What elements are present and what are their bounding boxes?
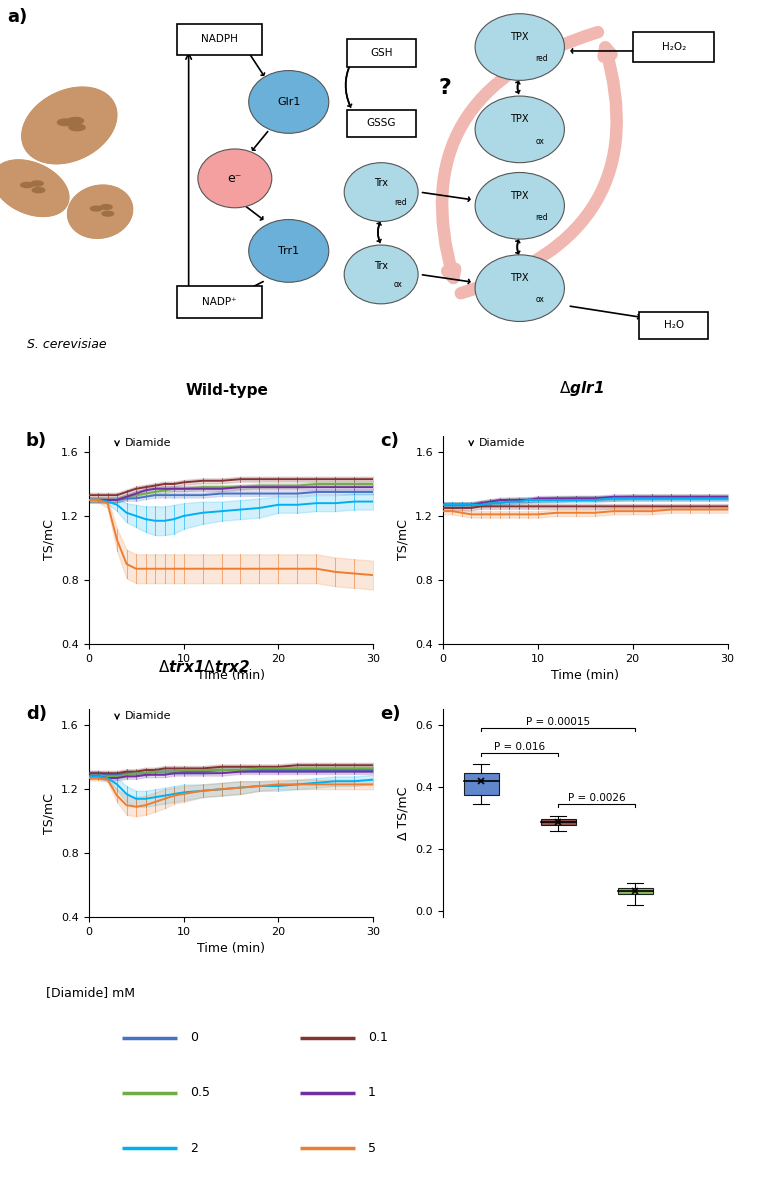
- Polygon shape: [21, 183, 33, 188]
- Text: TPX: TPX: [511, 273, 529, 283]
- FancyBboxPatch shape: [346, 39, 416, 67]
- Text: $\Delta$glr1: $\Delta$glr1: [559, 379, 604, 398]
- Text: red: red: [394, 198, 407, 207]
- Y-axis label: TS/mC: TS/mC: [42, 519, 55, 561]
- Text: Diamide: Diamide: [125, 438, 171, 448]
- Polygon shape: [22, 87, 117, 164]
- Text: $\Delta$trx1$\Delta$trx2: $\Delta$trx1$\Delta$trx2: [158, 659, 250, 675]
- Ellipse shape: [475, 96, 564, 163]
- Text: P = 0.016: P = 0.016: [494, 741, 545, 752]
- FancyBboxPatch shape: [639, 311, 708, 339]
- Text: NADPH: NADPH: [201, 34, 238, 44]
- X-axis label: Time (min): Time (min): [197, 669, 265, 682]
- X-axis label: Time (min): Time (min): [551, 669, 619, 682]
- Polygon shape: [32, 188, 45, 192]
- Polygon shape: [69, 124, 85, 131]
- FancyBboxPatch shape: [346, 109, 416, 137]
- Bar: [541, 820, 575, 824]
- Text: d): d): [26, 704, 47, 723]
- Bar: [464, 773, 499, 795]
- Text: P = 0.00015: P = 0.00015: [526, 716, 591, 727]
- Text: 0.1: 0.1: [368, 1031, 388, 1044]
- Text: Trx: Trx: [374, 260, 388, 271]
- Text: GSH: GSH: [370, 48, 393, 58]
- Y-axis label: TS/mC: TS/mC: [42, 792, 55, 834]
- Text: [Diamide] mM: [Diamide] mM: [46, 986, 136, 999]
- Text: Trr1: Trr1: [278, 246, 300, 255]
- Text: H₂O: H₂O: [664, 321, 684, 330]
- Ellipse shape: [475, 172, 564, 239]
- Text: ox: ox: [535, 137, 544, 146]
- Ellipse shape: [198, 148, 272, 208]
- Text: a): a): [8, 8, 28, 26]
- Text: ox: ox: [394, 280, 403, 289]
- Ellipse shape: [475, 255, 564, 322]
- Text: 1: 1: [368, 1086, 376, 1099]
- Text: TPX: TPX: [511, 32, 529, 42]
- Polygon shape: [68, 185, 132, 239]
- Text: 5: 5: [368, 1142, 376, 1155]
- Polygon shape: [68, 118, 83, 124]
- Ellipse shape: [475, 14, 564, 81]
- Text: S. cerevisiae: S. cerevisiae: [27, 339, 106, 352]
- Text: 0: 0: [190, 1031, 198, 1044]
- Polygon shape: [31, 181, 43, 187]
- Text: 2: 2: [190, 1142, 198, 1155]
- Polygon shape: [58, 119, 73, 126]
- Text: P = 0.0026: P = 0.0026: [568, 792, 625, 803]
- Text: ?: ?: [439, 78, 451, 99]
- Text: 0.5: 0.5: [190, 1086, 210, 1099]
- Text: c): c): [380, 432, 399, 450]
- Polygon shape: [0, 160, 69, 216]
- Text: Wild-type: Wild-type: [186, 383, 269, 398]
- Text: e⁻: e⁻: [228, 172, 242, 185]
- Y-axis label: TS/mC: TS/mC: [397, 519, 410, 561]
- Text: Trx: Trx: [374, 178, 388, 188]
- Text: Diamide: Diamide: [479, 438, 525, 448]
- Ellipse shape: [249, 70, 329, 133]
- Text: red: red: [535, 213, 548, 222]
- Ellipse shape: [344, 245, 418, 304]
- X-axis label: Time (min): Time (min): [197, 942, 265, 955]
- FancyBboxPatch shape: [177, 286, 262, 317]
- Ellipse shape: [344, 163, 418, 221]
- Text: e): e): [380, 704, 400, 723]
- Y-axis label: Δ TS/mC: Δ TS/mC: [397, 786, 410, 840]
- Text: NADP⁺: NADP⁺: [203, 297, 236, 307]
- Bar: [618, 887, 652, 893]
- Text: TPX: TPX: [511, 114, 529, 125]
- Text: Glr1: Glr1: [277, 97, 300, 107]
- Polygon shape: [100, 204, 112, 209]
- Polygon shape: [102, 211, 114, 216]
- Text: H₂O₂: H₂O₂: [661, 42, 686, 52]
- Text: Diamide: Diamide: [125, 712, 171, 721]
- Polygon shape: [90, 207, 102, 211]
- FancyBboxPatch shape: [633, 32, 715, 62]
- Text: b): b): [26, 432, 47, 450]
- Text: red: red: [535, 55, 548, 63]
- Text: TPX: TPX: [511, 191, 529, 201]
- Text: ox: ox: [535, 296, 544, 304]
- FancyBboxPatch shape: [177, 24, 262, 55]
- Text: GSSG: GSSG: [367, 119, 396, 128]
- Ellipse shape: [249, 220, 329, 283]
